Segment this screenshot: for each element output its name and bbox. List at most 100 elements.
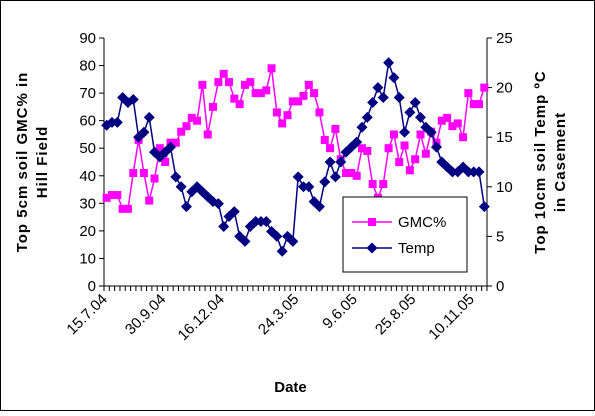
marker [404,106,416,118]
marker [182,122,191,131]
marker [129,169,138,178]
y-tick-label: 90 [79,30,96,47]
marker [363,146,372,155]
marker [425,126,437,138]
marker [170,171,182,183]
marker [123,204,132,213]
marker [313,201,325,213]
marker [388,72,400,84]
marker [214,78,223,87]
marker [271,230,283,242]
x-axis-title: Date [274,379,307,396]
marker [107,191,116,200]
y2-axis-title: Top 10cm soil Temp ºC [532,70,549,253]
marker [299,91,308,100]
legend-label: GMC% [398,214,446,231]
marker [228,206,240,218]
marker [262,86,271,95]
marker [113,191,122,200]
marker [304,80,313,89]
marker [161,158,170,166]
y2-tick-label: 0 [496,278,504,295]
marker [478,201,490,213]
y-axis-title: Hill Field [34,126,51,199]
marker [409,96,421,108]
marker [400,141,409,150]
y2-tick-label: 5 [496,228,504,245]
marker [459,133,468,142]
marker [150,174,159,183]
marker [212,198,224,210]
marker [111,116,123,128]
marker [320,135,329,144]
y2-tick-label: 25 [496,30,513,47]
marker [177,127,186,136]
y-tick-label: 10 [79,250,96,267]
marker [288,97,297,106]
marker [303,181,315,193]
marker [342,169,351,178]
y-tick-label: 70 [79,85,96,102]
marker [393,92,405,104]
marker [372,82,384,94]
y2-tick-label: 10 [496,179,513,196]
marker [230,94,239,103]
marker [331,124,340,133]
marker [453,119,462,128]
marker [203,130,212,139]
marker [256,89,265,98]
y2-axis-title: in Casement [552,112,569,212]
legend: GMC% Temp [342,196,468,273]
marker [155,144,164,153]
marker [437,116,446,125]
marker [480,83,489,92]
y-axis-title: Top 5cm soil GMC% in [14,72,31,253]
marker [102,193,111,202]
marker [384,144,393,153]
marker [294,97,303,106]
marker [283,111,292,120]
y2-tick-label: 15 [496,129,513,146]
marker [415,111,427,123]
marker [448,122,457,131]
marker [180,201,192,213]
y-tick-label: 0 [88,278,96,295]
marker [171,138,180,147]
marker [225,78,234,87]
marker [475,100,484,109]
marker [198,80,207,89]
marker [310,89,319,98]
y-tick-label: 20 [79,223,96,240]
marker [219,69,228,78]
marker [267,64,276,73]
marker [352,171,361,180]
marker [329,171,341,183]
legend-marker [366,242,378,254]
y-tick-label: 50 [79,140,96,157]
marker [361,111,373,123]
marker [209,102,218,111]
marker [319,176,331,188]
marker [395,158,404,166]
marker [411,155,420,164]
marker [473,166,485,178]
marker [405,166,414,175]
marker [379,180,388,189]
marker [464,89,473,98]
marker [276,245,288,257]
marker [326,144,335,153]
y2-tick-label: 20 [496,80,513,97]
marker [347,169,356,178]
marker [443,113,452,122]
y-tick-label: 60 [79,113,96,130]
marker [368,180,377,189]
marker [324,156,336,168]
marker [377,92,389,104]
marker [239,235,251,247]
marker [287,235,299,247]
y-tick-label: 40 [79,168,96,185]
marker [193,116,202,125]
marker [421,149,430,158]
